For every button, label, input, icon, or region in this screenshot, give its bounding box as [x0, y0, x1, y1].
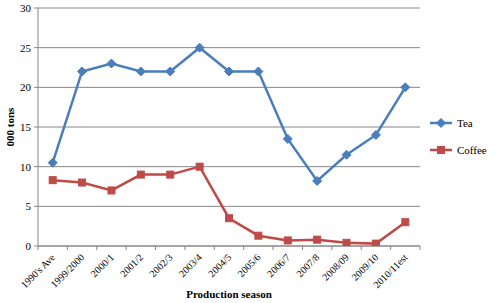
x-tick: [390, 246, 391, 250]
marker: [254, 67, 263, 76]
marker: [372, 240, 379, 246]
marker: [49, 177, 56, 184]
chart-svg: 0510152025301990's Ave1999/20002000/1200…: [0, 0, 500, 303]
marker: [166, 67, 175, 76]
x-tick: [67, 246, 68, 250]
marker: [78, 67, 87, 76]
grid-line: [38, 246, 420, 247]
marker: [255, 232, 262, 239]
x-axis-title: Production season: [186, 288, 272, 300]
y-tick: [34, 246, 38, 247]
marker: [371, 130, 380, 139]
x-tick: [184, 246, 185, 250]
marker: [342, 150, 351, 159]
marker: [136, 67, 145, 76]
y-axis: [38, 8, 39, 246]
x-tick-label: 2003/4: [177, 252, 204, 279]
marker: [48, 158, 57, 167]
legend-label: Tea: [457, 117, 473, 129]
grid-line: [38, 166, 420, 167]
x-tick-label: 2010/11est: [371, 251, 410, 290]
chart-container: 0510152025301990's Ave1999/20002000/1200…: [0, 0, 500, 303]
series-line: [53, 48, 406, 181]
marker: [225, 67, 234, 76]
marker: [402, 219, 409, 226]
grid-line: [38, 8, 420, 9]
marker: [196, 163, 203, 170]
legend: Tea Coffee: [430, 117, 487, 156]
marker: [284, 237, 291, 244]
plot-area: [48, 43, 410, 246]
marker: [401, 83, 410, 92]
marker: [314, 236, 321, 243]
x-tick-label: 2008/09: [320, 252, 351, 283]
legend-marker: [437, 119, 446, 128]
x-tick: [126, 246, 127, 250]
x-tick: [302, 246, 303, 250]
x-tick-label: 2004/5: [206, 252, 233, 279]
marker: [108, 187, 115, 194]
y-tick-label: 0: [26, 240, 32, 252]
y-tick: [34, 87, 38, 88]
grid-line: [38, 127, 420, 128]
x-tick: [420, 246, 421, 250]
y-tick: [34, 166, 38, 167]
y-tick: [34, 127, 38, 128]
x-tick-label: 2007/8: [294, 252, 321, 279]
x-tick-label: 2002/3: [147, 252, 174, 279]
y-tick: [34, 47, 38, 48]
x-tick: [331, 246, 332, 250]
y-axis-title: 000 tons: [4, 107, 16, 147]
y-tick-label: 15: [20, 121, 32, 133]
x-tick-label: 2000/1: [88, 252, 115, 279]
grid-line: [38, 87, 420, 88]
marker: [137, 171, 144, 178]
y-tick: [34, 206, 38, 207]
y-tick-label: 20: [20, 81, 32, 93]
x-tick: [243, 246, 244, 250]
x-tick-label: 2006/7: [265, 252, 292, 279]
y-tick: [34, 8, 38, 9]
series-line: [53, 167, 406, 244]
x-tick-label: 2005/6: [235, 252, 262, 279]
marker: [195, 43, 204, 52]
marker: [283, 134, 292, 143]
marker: [343, 239, 350, 246]
x-tick: [361, 246, 362, 250]
x-tick: [38, 246, 39, 250]
marker: [313, 176, 322, 185]
marker: [226, 215, 233, 222]
y-tick-label: 30: [20, 2, 32, 14]
y-tick-label: 5: [26, 200, 32, 212]
x-tick: [214, 246, 215, 250]
y-tick-label: 10: [20, 161, 32, 173]
x-tick: [273, 246, 274, 250]
marker: [167, 171, 174, 178]
marker: [107, 59, 116, 68]
legend-label: Coffee: [457, 144, 487, 156]
x-tick-label: 2001/2: [118, 252, 145, 279]
x-tick: [96, 246, 97, 250]
x-tick: [155, 246, 156, 250]
marker: [79, 179, 86, 186]
x-axis: [38, 246, 420, 247]
y-tick-label: 25: [20, 42, 32, 54]
legend-marker: [438, 147, 445, 154]
grid-line: [38, 47, 420, 48]
grid-line: [38, 206, 420, 207]
x-tick-label: 1999/2000: [48, 252, 86, 290]
